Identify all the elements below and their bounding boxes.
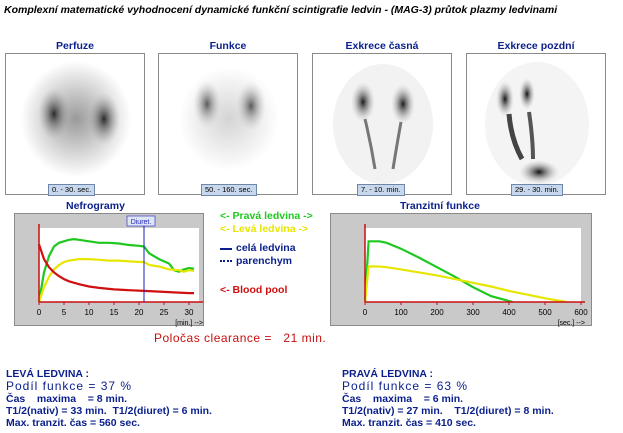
right-kidney-function-share: Podíl funkce = 63 % [342, 379, 469, 393]
nephrogram-chart-box: 0 5 10 15 20 25 30 [min.] --> Diuret. [14, 213, 204, 327]
legend-right-kidney: <- Pravá ledvina -> [220, 210, 313, 222]
transit-chart: 0 100 200 300 400 500 600 [sec.] --> [363, 224, 588, 327]
left-kidney-heading: LEVÁ LEDVINA : [6, 368, 90, 380]
x-tick-label-1: 5 [62, 308, 67, 317]
scintigram-early-excretion [312, 53, 452, 195]
image-label-early-excretion: Exkrece časná [345, 40, 419, 52]
x-tick-label-5: 500 [538, 308, 552, 317]
x-tick-label-4: 20 [135, 308, 144, 317]
x-tick-label-0: 0 [37, 308, 42, 317]
x-tick-label-6: 30 [185, 308, 194, 317]
x-tick-label-1: 100 [394, 308, 408, 317]
legend-whole-line [220, 248, 232, 250]
image-caption-early-excretion: 7. - 10. min. [357, 184, 405, 196]
series-line-0-1 [37, 257, 195, 303]
left-kidney-thalf: T1/2(nativ) = 33 min. T1/2(diuret) = 6 m… [6, 405, 212, 417]
image-caption-perfusion: 0. - 30. sec. [48, 184, 96, 196]
transit-title: Tranzitní funkce [400, 200, 480, 212]
plot-area [39, 228, 199, 302]
x-axis-label: [min.] --> [175, 320, 203, 327]
legend-parenchyma-line [220, 260, 232, 262]
image-label-function: Funkce [209, 40, 247, 52]
nephrogram-chart: 0 5 10 15 20 25 30 [min.] --> Diuret. [37, 215, 203, 327]
x-tick-label-4: 400 [502, 308, 516, 317]
x-tick-label-2: 10 [85, 308, 94, 317]
x-tick-label-3: 15 [110, 308, 119, 317]
left-kidney-function-share: Podíl funkce = 37 % [6, 379, 133, 393]
scintigram-late-excretion [466, 53, 606, 195]
report-title: Komplexní matematické vyhodnocení dynami… [4, 4, 558, 16]
series-line-0-2 [37, 243, 194, 295]
plot-area [365, 228, 581, 302]
legend-parenchyma: parenchym [236, 255, 293, 267]
right-kidney-thalf: T1/2(nativ) = 27 min. T1/2(diuret) = 8 m… [342, 405, 554, 417]
series-line-1-1 [363, 265, 567, 304]
left-kidney-tmax: Čas maxima = 8 min. [6, 393, 128, 405]
right-kidney-tmax: Čas maxima = 6 min. [342, 393, 464, 405]
image-label-perfusion: Perfuze [56, 40, 94, 52]
nephrogram-title: Nefrogramy [66, 200, 125, 212]
clearance-halftime: Poločas clearance = 21 min. [154, 331, 327, 345]
image-caption-late-excretion: 29. - 30. min. [511, 184, 563, 196]
series-line-1-0 [363, 240, 513, 304]
diuret-label-box [126, 215, 156, 227]
right-kidney-transit: Max. tranzit. čas = 410 sec. [342, 417, 476, 429]
x-tick-label-0: 0 [363, 308, 368, 317]
image-label-late-excretion: Exkrece pozdní [497, 40, 575, 52]
legend-left-kidney: <- Levá ledvina -> [220, 223, 309, 235]
scintigram-perfusion [5, 53, 145, 195]
diuret-label: Diuret. [131, 219, 152, 226]
x-axis-label: [sec.] --> [558, 320, 585, 327]
legend-whole-kidney: celá ledvina [236, 242, 296, 254]
x-tick-label-6: 600 [574, 308, 588, 317]
transit-chart-box: 0 100 200 300 400 500 600 [sec.] --> [330, 213, 592, 327]
right-kidney-heading: PRAVÁ LEDVINA : [342, 368, 434, 380]
x-tick-label-5: 25 [160, 308, 169, 317]
scintigram-function [158, 53, 298, 195]
left-kidney-transit: Max. tranzit. čas = 560 sec. [6, 417, 140, 429]
x-tick-label-2: 200 [430, 308, 444, 317]
legend-blood-pool: <- Blood pool [220, 284, 288, 296]
x-tick-label-3: 300 [466, 308, 480, 317]
image-caption-function: 50. - 160. sec. [201, 184, 257, 196]
